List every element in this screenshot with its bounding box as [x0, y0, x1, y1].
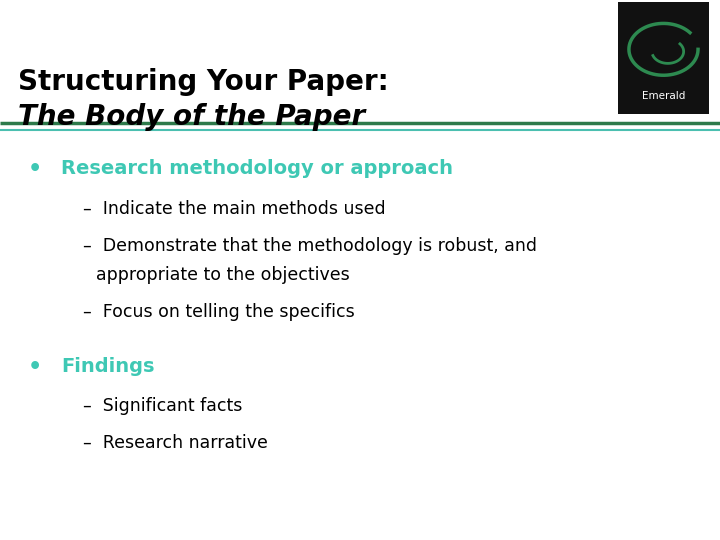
Text: appropriate to the objectives: appropriate to the objectives: [96, 266, 349, 284]
Text: –  Research narrative: – Research narrative: [83, 434, 268, 452]
Text: –  Demonstrate that the methodology is robust, and: – Demonstrate that the methodology is ro…: [83, 237, 537, 254]
FancyBboxPatch shape: [618, 2, 709, 114]
Text: Emerald: Emerald: [642, 91, 685, 101]
Text: Findings: Findings: [61, 357, 155, 376]
Text: Research methodology or approach: Research methodology or approach: [61, 159, 453, 178]
Text: •: •: [27, 159, 42, 179]
Text: –  Significant facts: – Significant facts: [83, 397, 242, 415]
Text: •: •: [27, 357, 42, 377]
Text: –  Focus on telling the specifics: – Focus on telling the specifics: [83, 303, 354, 321]
Text: –  Indicate the main methods used: – Indicate the main methods used: [83, 200, 385, 218]
Text: Structuring Your Paper:: Structuring Your Paper:: [18, 68, 389, 96]
Text: The Body of the Paper: The Body of the Paper: [18, 103, 365, 131]
